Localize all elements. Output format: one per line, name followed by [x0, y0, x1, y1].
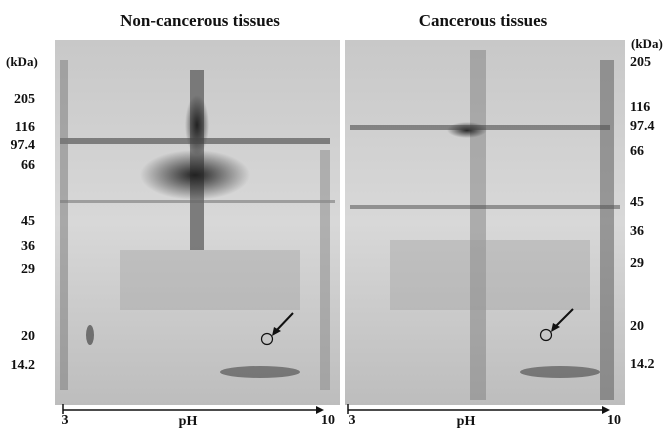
- panel-title: Non-cancerous tissues: [120, 11, 280, 30]
- gel-image: [55, 40, 340, 405]
- mw-marker: 29: [630, 256, 644, 271]
- ph-end: 10: [321, 413, 335, 428]
- ph-axis: [62, 404, 610, 414]
- mw-marker: 205: [630, 55, 651, 70]
- ph-start: 3: [349, 413, 356, 428]
- mw-marker: 14.2: [630, 357, 655, 372]
- mw-marker: 66: [630, 144, 644, 159]
- mw-marker: 97.4: [11, 138, 36, 153]
- mw-marker: 45: [630, 195, 644, 210]
- mw-marker: 36: [630, 224, 644, 239]
- ph-end: 10: [607, 413, 621, 428]
- mw-marker: 20: [630, 319, 644, 334]
- mw-marker: 205: [14, 92, 35, 107]
- mw-marker: 116: [630, 100, 650, 115]
- mw-marker: 116: [15, 120, 35, 135]
- mw-marker: 36: [21, 239, 35, 254]
- unit-label: (kDa): [631, 36, 663, 51]
- gel-image: [345, 40, 625, 405]
- ph-label: pH: [179, 414, 198, 429]
- mw-marker: 29: [21, 262, 35, 277]
- ph-label: pH: [457, 414, 476, 429]
- mw-marker: 14.2: [11, 358, 36, 373]
- mw-marker: 45: [21, 214, 35, 229]
- unit-label: (kDa): [6, 54, 38, 69]
- mw-marker: 97.4: [630, 119, 655, 134]
- panel-title: Cancerous tissues: [419, 11, 548, 30]
- mw-marker: 20: [21, 329, 35, 344]
- ph-start: 3: [62, 413, 69, 428]
- mw-marker: 66: [21, 158, 35, 173]
